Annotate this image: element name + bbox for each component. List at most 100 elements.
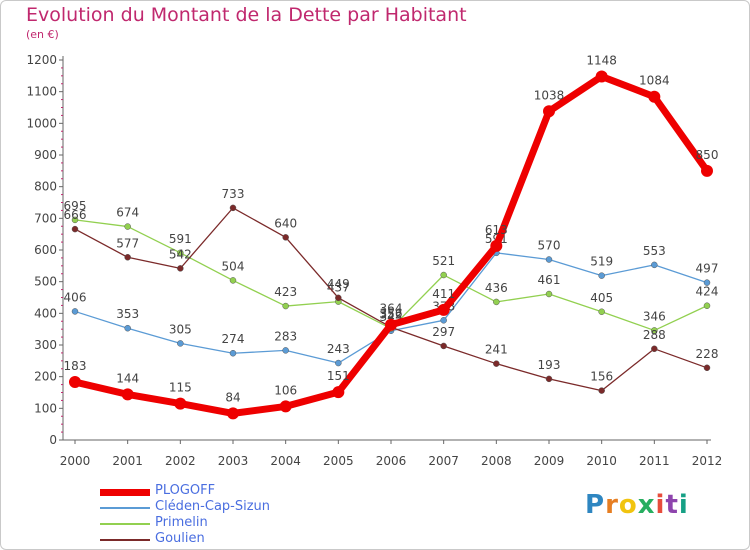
data-point: [227, 407, 239, 420]
x-tick-label: 2011: [639, 454, 670, 468]
data-point: [124, 324, 131, 332]
x-tick-label: 2003: [218, 454, 249, 468]
logo-letter: i: [655, 490, 666, 520]
data-label: 84: [225, 390, 240, 404]
chart-title: Evolution du Montant de la Dette par Hab…: [26, 4, 467, 26]
data-point: [124, 254, 131, 261]
data-point: [177, 265, 184, 272]
data-label: 850: [696, 148, 719, 162]
data-point: [598, 308, 605, 315]
data-point: [282, 234, 289, 241]
data-point: [335, 294, 342, 302]
data-point: [598, 272, 605, 279]
data-label: 577: [116, 236, 139, 250]
logo-letter: t: [665, 490, 679, 520]
data-label: 542: [169, 247, 192, 261]
x-tick-label: 2012: [692, 454, 723, 468]
x-tick-label: 2000: [60, 454, 91, 468]
data-label: 553: [643, 244, 666, 258]
y-tick-label: 200: [34, 370, 57, 384]
data-point: [332, 386, 345, 399]
logo-letter: P: [585, 490, 606, 520]
data-label: 640: [274, 216, 297, 230]
data-point: [440, 342, 447, 350]
legend-label: Goulien: [155, 531, 205, 546]
logo-letter: i: [678, 490, 689, 520]
data-label: 519: [590, 255, 613, 269]
data-point: [493, 298, 500, 306]
data-label: 521: [432, 254, 455, 268]
data-label: 436: [485, 281, 508, 295]
logo-letter: o: [618, 490, 638, 520]
data-label: 497: [696, 262, 719, 276]
chart-subtitle: (en €): [26, 28, 59, 41]
x-tick-label: 2002: [165, 454, 196, 468]
logo-letter: x: [637, 490, 656, 520]
y-tick-label: 100: [34, 401, 57, 415]
data-point: [71, 216, 79, 224]
data-label: 733: [222, 187, 245, 201]
data-point: [121, 388, 134, 401]
data-point: [124, 223, 131, 230]
data-point: [335, 359, 342, 367]
data-label: 151: [327, 369, 350, 383]
y-tick-label: 800: [34, 180, 57, 194]
y-tick-label: 600: [34, 243, 57, 257]
x-tick-label: 2001: [112, 454, 143, 468]
data-point: [229, 349, 237, 357]
y-tick-label: 400: [34, 306, 57, 320]
data-label: 405: [590, 291, 613, 305]
legend-label: PLOGOFF: [155, 483, 216, 498]
data-point: [493, 360, 500, 367]
data-point: [545, 375, 553, 383]
legend-label: Primelin: [155, 515, 208, 530]
data-label: 695: [64, 199, 87, 213]
data-label: 449: [327, 277, 350, 291]
data-point: [282, 302, 289, 310]
y-tick-label: 1100: [26, 85, 57, 99]
data-label: 156: [590, 370, 613, 384]
legend-swatch: [100, 489, 150, 496]
data-point: [229, 204, 237, 212]
data-label: 666: [64, 208, 87, 222]
data-point: [543, 105, 555, 118]
data-point: [651, 345, 658, 353]
data-point: [71, 308, 79, 315]
data-point: [71, 225, 79, 233]
data-point: [279, 400, 292, 413]
x-tick-label: 2010: [586, 454, 617, 468]
data-label: 364: [380, 302, 403, 316]
data-point: [545, 290, 553, 298]
x-tick-label: 2006: [376, 454, 407, 468]
y-tick-label: 300: [34, 338, 57, 352]
data-point: [701, 164, 713, 177]
data-point: [703, 279, 711, 286]
data-label: 406: [64, 290, 87, 304]
data-label: 591: [169, 232, 192, 246]
y-tick-label: 500: [34, 275, 57, 289]
data-label: 183: [64, 359, 87, 373]
data-label: 353: [116, 307, 139, 321]
data-point: [595, 70, 608, 83]
x-tick-label: 2007: [428, 454, 459, 468]
data-label: 1084: [639, 74, 670, 88]
data-label: 461: [538, 273, 561, 287]
y-tick-label: 0: [49, 433, 57, 447]
legend-swatch: [100, 539, 150, 541]
data-point: [440, 271, 447, 279]
data-label: 106: [274, 383, 297, 397]
data-label: 243: [327, 342, 350, 356]
data-point: [437, 303, 450, 316]
legend-swatch: [100, 507, 150, 509]
data-label: 288: [643, 328, 666, 342]
data-point: [703, 364, 711, 372]
data-point: [229, 277, 237, 284]
data-label: 283: [274, 329, 297, 343]
data-point: [648, 90, 661, 103]
proxiti-logo: Proxiti: [585, 490, 689, 520]
data-point: [651, 261, 658, 269]
data-label: 504: [222, 259, 245, 273]
legend-swatch: [100, 523, 150, 525]
